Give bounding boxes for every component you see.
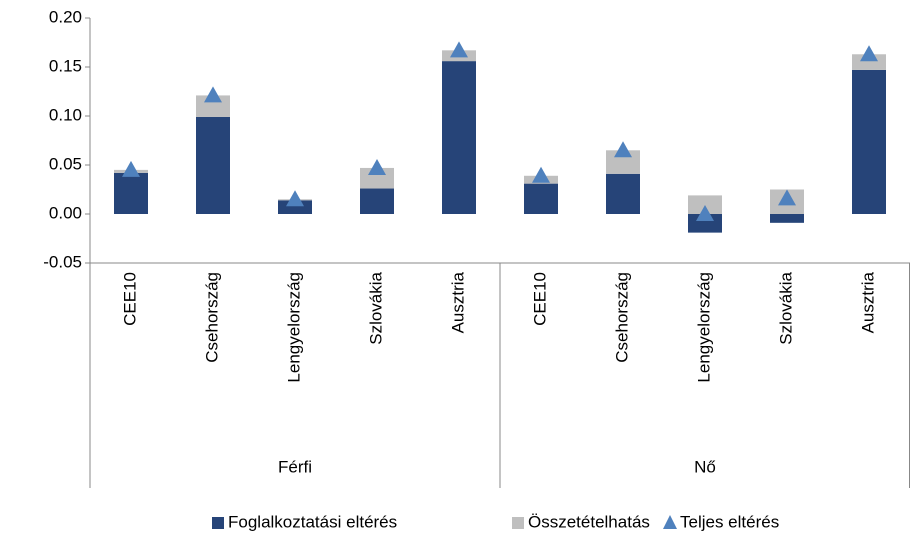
x-tick-label: Csehország: [612, 272, 631, 363]
marker: [204, 86, 222, 103]
group-label: Nő: [694, 457, 716, 476]
bar: [524, 183, 558, 214]
x-tick-label: Lengyelország: [694, 272, 713, 383]
legend-marker: [512, 517, 524, 529]
x-tick-label: Ausztria: [858, 271, 877, 333]
bar: [688, 195, 722, 214]
y-tick-label: 0.15: [49, 56, 82, 75]
marker: [614, 141, 632, 158]
marker: [286, 190, 304, 207]
bar: [852, 69, 886, 214]
bar: [114, 172, 148, 214]
bar: [606, 173, 640, 214]
x-tick-label: CEE10: [120, 272, 139, 326]
marker: [778, 189, 796, 206]
x-tick-label: Szlovákia: [366, 271, 385, 344]
x-tick-label: Ausztria: [448, 271, 467, 333]
x-tick-label: Csehország: [202, 272, 221, 363]
bar: [770, 214, 804, 223]
marker: [860, 45, 878, 62]
bar: [852, 54, 886, 70]
legend-marker: [212, 517, 224, 529]
y-tick-label: 0.05: [49, 154, 82, 173]
bar: [278, 200, 312, 214]
x-tick-label: Lengyelország: [284, 272, 303, 383]
bar: [196, 116, 230, 214]
legend-label: Összetételhatás: [528, 512, 650, 531]
bar: [606, 150, 640, 174]
group-label: Férfi: [278, 457, 312, 476]
legend-label: Teljes eltérés: [680, 512, 779, 531]
bar: [360, 188, 394, 214]
marker: [450, 41, 468, 58]
bar: [688, 214, 722, 233]
x-tick-label: Szlovákia: [776, 271, 795, 344]
marker: [122, 160, 140, 177]
y-tick-label: 0.00: [49, 203, 82, 222]
bar: [360, 167, 394, 189]
marker: [696, 205, 714, 221]
marker: [532, 166, 550, 183]
y-tick-label: -0.05: [43, 252, 82, 271]
bar: [196, 95, 230, 117]
legend-marker: [663, 515, 677, 529]
y-tick-label: 0.10: [49, 105, 82, 124]
legend-label: Foglalkoztatási eltérés: [228, 512, 397, 531]
x-tick-label: CEE10: [530, 272, 549, 326]
marker: [368, 158, 386, 175]
y-tick-label: 0.20: [49, 7, 82, 26]
bar: [442, 61, 476, 215]
